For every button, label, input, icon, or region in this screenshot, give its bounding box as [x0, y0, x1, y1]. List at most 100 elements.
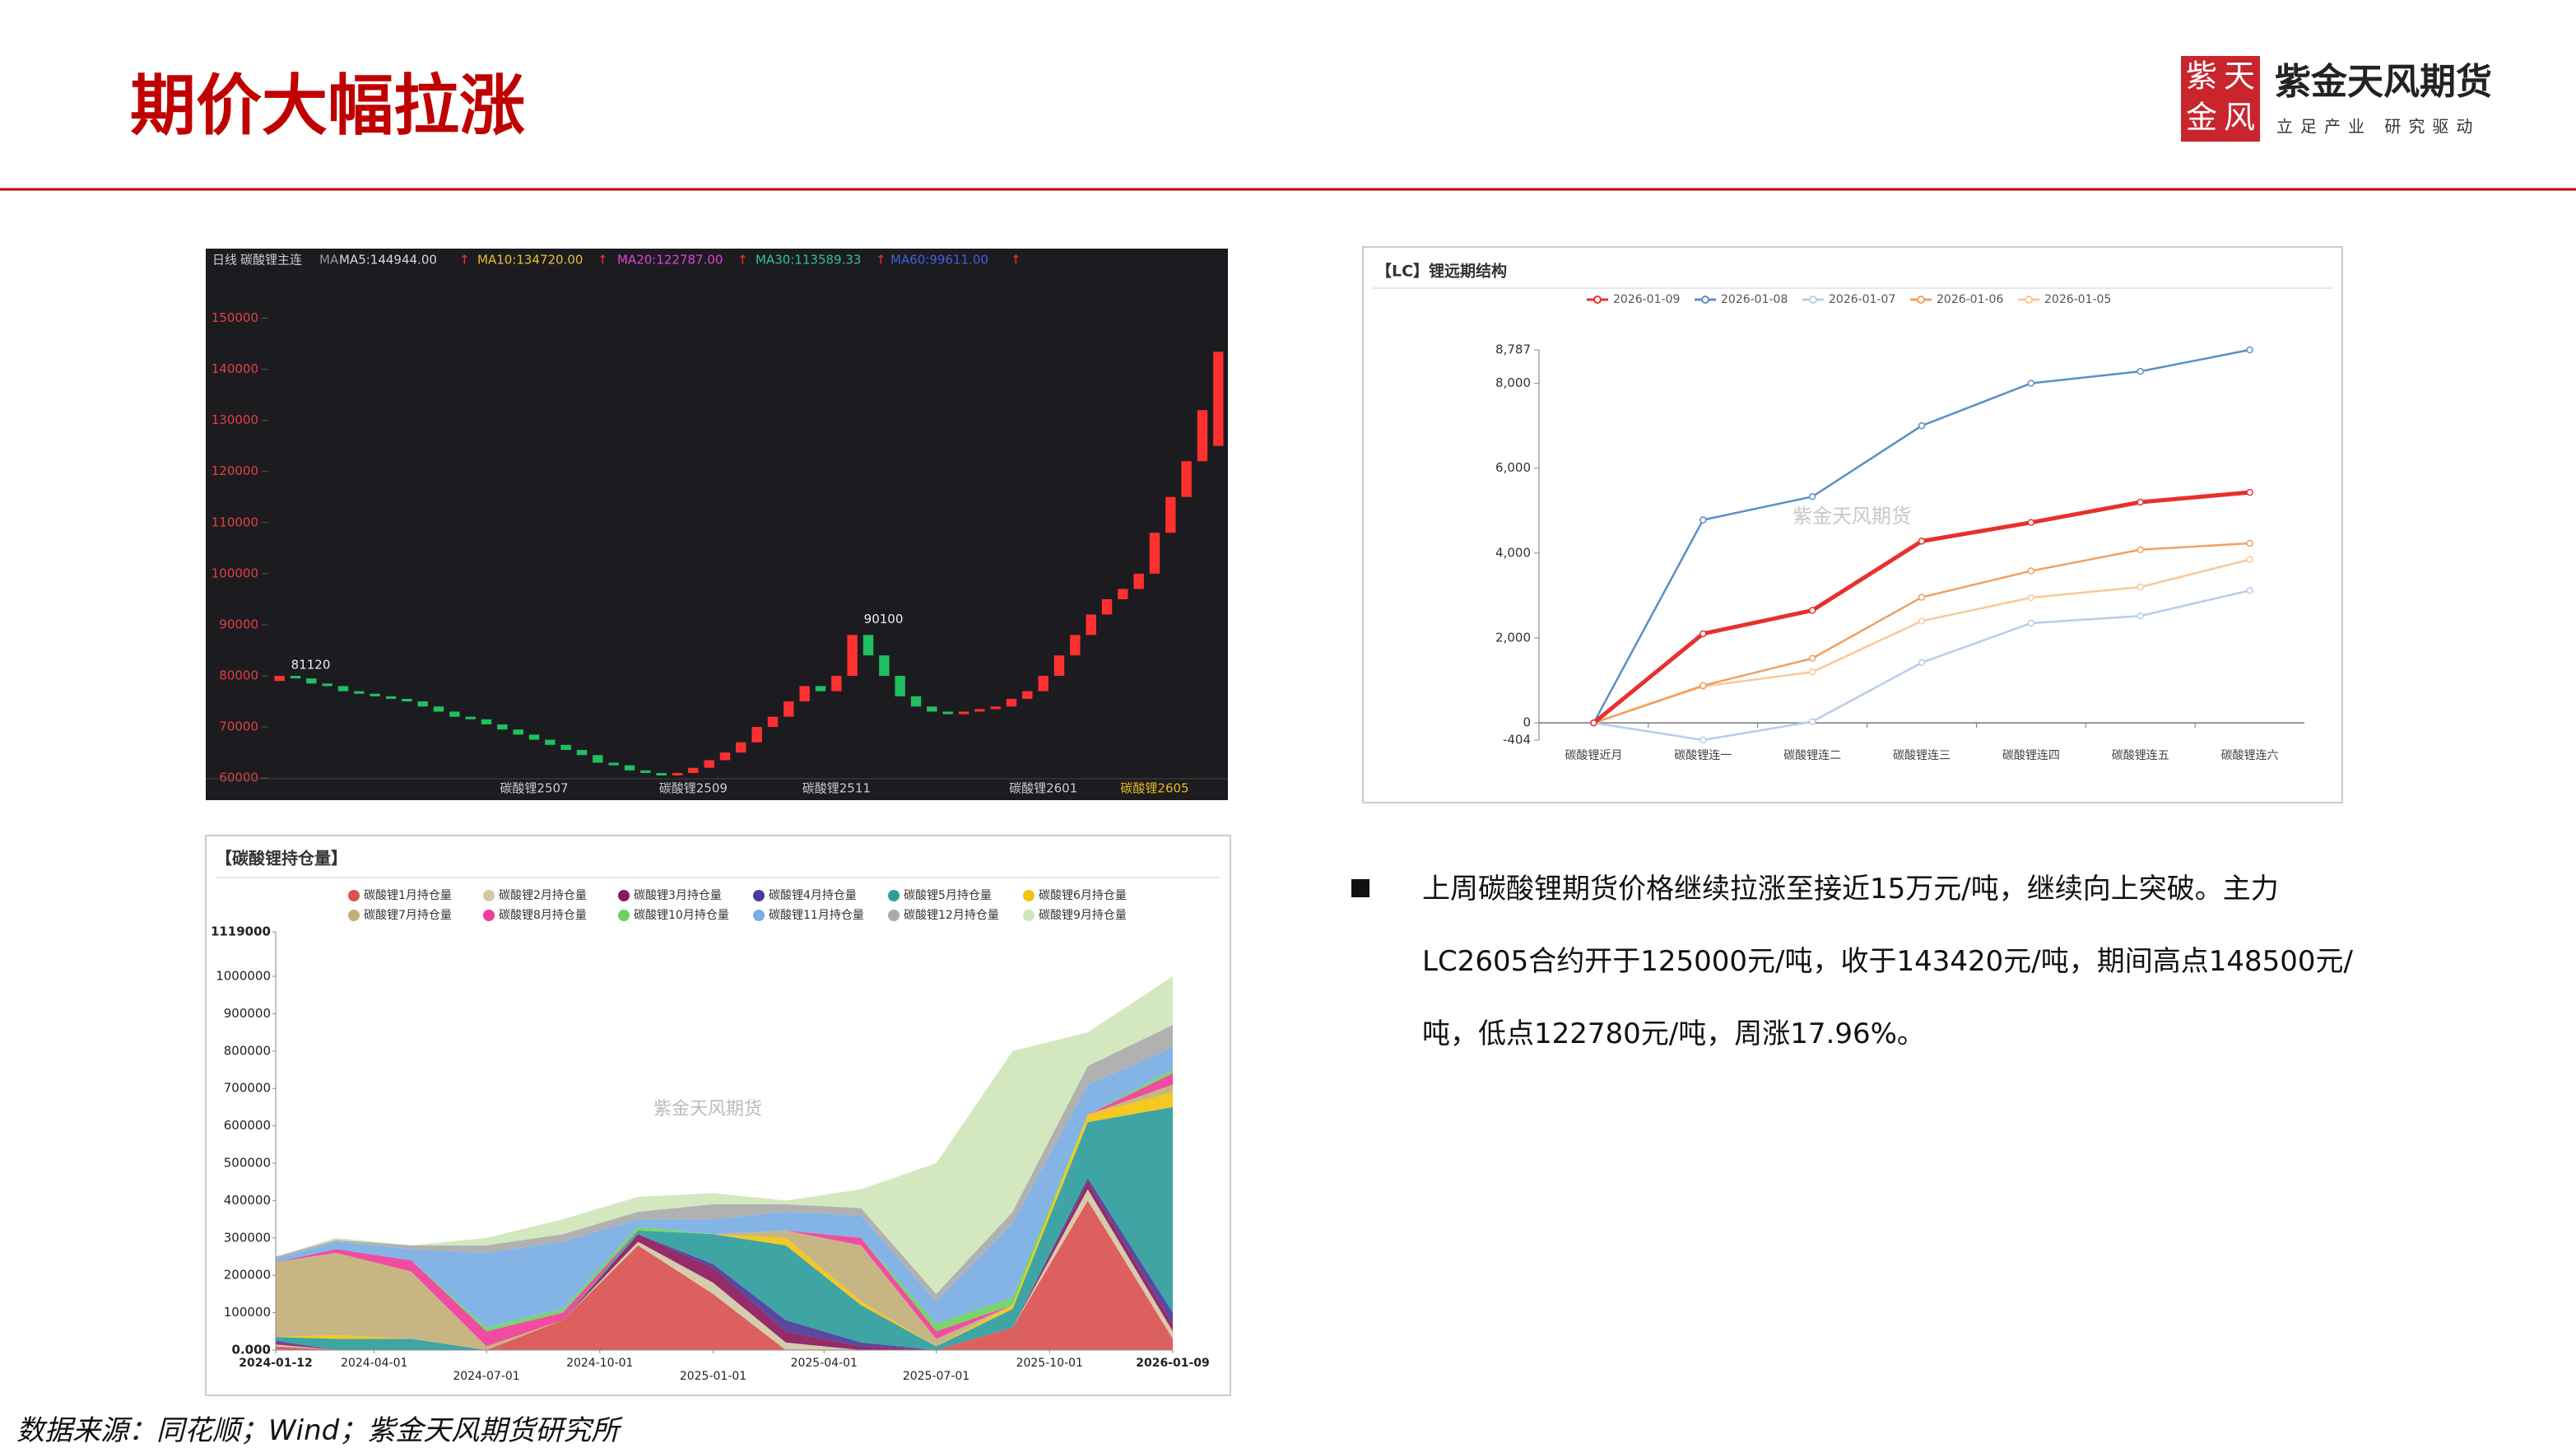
seal-char: 天 [2224, 58, 2255, 95]
x-tick-label: 2024-01-12 [239, 1357, 313, 1370]
point [1918, 594, 1926, 601]
ma-arrow: ↑ [1011, 253, 1021, 268]
point [1700, 682, 1707, 690]
y-tick-label: 8,787 [1495, 342, 1531, 357]
point [2246, 539, 2253, 547]
legend-marker [2025, 296, 2033, 304]
x-tick-label: 碳酸锂2605 [1120, 781, 1188, 796]
candle-body [624, 765, 635, 771]
candle-body [799, 686, 810, 702]
candle-body [895, 676, 905, 696]
legend-marker [1701, 296, 1709, 304]
ma-arrow: ↑ [459, 253, 470, 268]
candle-body [1149, 533, 1160, 574]
chart-title: 【LC】锂远期结构 [1376, 262, 1507, 281]
candle-body [879, 655, 890, 677]
seal-char: 金 [2186, 100, 2217, 136]
x-tick-label: 碳酸锂2509 [659, 781, 728, 796]
point [1918, 421, 1926, 430]
point [2027, 594, 2035, 602]
legend-label: 碳酸锂7月持仓量 [364, 909, 452, 922]
legend-swatch [753, 890, 765, 901]
x-tick-label: 2024-04-01 [341, 1357, 407, 1370]
ma-arrow: ↑ [598, 253, 608, 268]
candle-body [290, 676, 301, 679]
legend-label: 碳酸锂1月持仓量 [364, 889, 452, 902]
logo-seal [2181, 56, 2260, 142]
watermark: 紫金天风期货 [653, 1099, 762, 1120]
candle-body [608, 762, 619, 766]
ma-label: MA60:99611.00 [890, 253, 988, 268]
candle-body [1070, 635, 1081, 656]
x-tick-label: 碳酸锂连六 [2221, 749, 2279, 762]
candle-body [1165, 496, 1176, 533]
point [1700, 736, 1707, 744]
ma-label: MA5:144944.00 [339, 253, 437, 268]
legend-label: 碳酸锂10月持仓量 [634, 909, 729, 922]
legend-swatch [483, 890, 495, 901]
legend-label: 2026-01-09 [1613, 293, 1680, 306]
y-tick-label: 60000 [219, 771, 258, 785]
candle-body [354, 691, 365, 694]
candle-body [370, 693, 380, 696]
y-tick-label: 0.000 [232, 1343, 271, 1357]
x-tick-label: 2025-07-01 [903, 1370, 969, 1383]
point [2246, 556, 2253, 563]
legend-label: 碳酸锂3月持仓量 [634, 889, 722, 902]
point [2137, 612, 2144, 620]
candle-body [545, 739, 556, 745]
point [1808, 654, 1816, 663]
y-tick-label: 6,000 [1495, 460, 1531, 475]
candle-body [990, 706, 1001, 710]
legend-swatch [618, 910, 630, 921]
point [1918, 538, 1926, 545]
legend-swatch [618, 890, 630, 901]
point [2137, 367, 2144, 375]
legend-swatch [1023, 910, 1035, 921]
point [2027, 519, 2035, 526]
candle-body [1133, 573, 1144, 589]
candle-body [767, 716, 779, 728]
point [2027, 567, 2035, 575]
seal-char: 紫 [2186, 58, 2217, 95]
point [1918, 617, 1926, 625]
logo-slogan: 立足产业 研究驱动 [2276, 117, 2480, 137]
point [1700, 516, 1707, 524]
x-tick-label: 2026-01-09 [1136, 1357, 1210, 1370]
y-tick-label: 200000 [224, 1268, 271, 1283]
ma-prefix: MA [319, 253, 339, 268]
y-tick-label: 0 [1523, 715, 1531, 730]
candle-body [688, 767, 699, 773]
y-tick-label: 80000 [219, 668, 258, 683]
candle-body [576, 750, 588, 756]
candle-body [433, 706, 444, 712]
point [2137, 583, 2144, 591]
candle-body [1118, 589, 1128, 599]
y-tick-label: 90000 [219, 617, 258, 631]
x-tick-label: 碳酸锂连三 [1893, 749, 1951, 762]
y-tick-label: 400000 [224, 1193, 271, 1208]
legend-swatch [753, 910, 765, 921]
candle-body [1197, 410, 1208, 462]
candle-body [704, 760, 714, 768]
y-tick-label: 150000 [212, 310, 258, 325]
candle-body [1101, 598, 1113, 615]
point [2246, 587, 2253, 594]
point [1808, 668, 1816, 676]
candle-body [656, 772, 667, 776]
chart-period: 日线 [212, 253, 237, 268]
ma-arrow: ↑ [876, 253, 886, 268]
candle-body [497, 724, 508, 730]
legend-marker [1593, 296, 1602, 304]
point [1808, 493, 1816, 501]
y-tick-label: 130000 [212, 412, 258, 427]
legend-label: 2026-01-07 [1829, 293, 1895, 306]
x-tick-label: 碳酸锂连二 [1783, 749, 1841, 762]
y-tick-label: 1119000 [211, 924, 271, 939]
ma-label: MA30:113589.33 [756, 253, 861, 268]
y-tick-label: 120000 [212, 463, 258, 478]
chart-title: 【碳酸锂持仓量】 [216, 849, 347, 868]
area [276, 976, 1173, 1294]
point [2137, 498, 2144, 506]
point [1918, 659, 1926, 667]
